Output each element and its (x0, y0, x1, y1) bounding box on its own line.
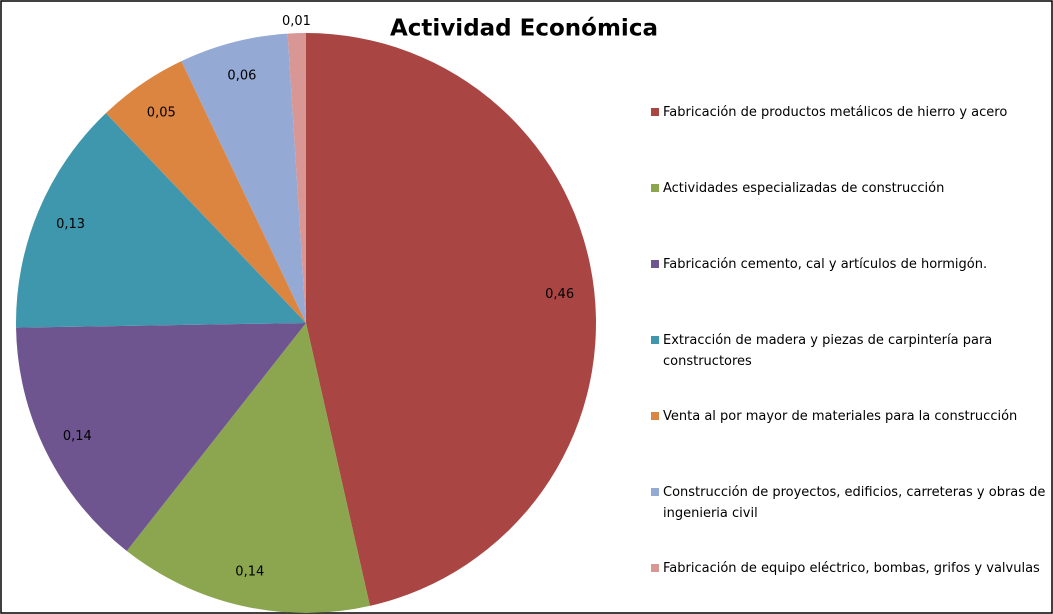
data-label: 0,06 (227, 68, 256, 83)
legend-swatch (651, 412, 659, 420)
pie-slice (16, 113, 306, 328)
pie-slice (287, 33, 306, 323)
legend-swatch (651, 336, 659, 344)
legend-label: Construcción de proyectos, edificios, ca… (663, 485, 1046, 521)
legend-label: Fabricación cemento, cal y artículos de … (663, 257, 988, 272)
data-label: 0,13 (56, 217, 85, 232)
legend-label: Extracción de madera y piezas de carpint… (663, 333, 993, 369)
legend-swatch (651, 108, 659, 116)
legend-swatch (651, 564, 659, 572)
legend-entry: Fabricación cemento, cal y artículos de … (651, 254, 1053, 275)
legend-entry: Construcción de proyectos, edificios, ca… (651, 482, 1053, 524)
legend-entry: Extracción de madera y piezas de carpint… (651, 330, 1053, 372)
pie-slice (16, 323, 307, 551)
legend-entry: Fabricación de equipo eléctrico, bombas,… (651, 558, 1053, 579)
legend-swatch (651, 184, 659, 192)
legend-entry: Actividades especializadas de construcci… (651, 178, 1053, 199)
data-label: 0,14 (235, 564, 264, 579)
legend-entry: Venta al por mayor de materiales para la… (651, 406, 1053, 427)
pie-slice (126, 323, 370, 613)
legend-entry: Fabricación de productos metálicos de hi… (651, 102, 1053, 123)
legend-label: Fabricación de productos metálicos de hi… (663, 105, 1008, 120)
legend-label: Fabricación de equipo eléctrico, bombas,… (663, 561, 1040, 576)
pie-slice (181, 33, 306, 323)
legend-label: Venta al por mayor de materiales para la… (663, 409, 1018, 424)
pie-slice (105, 61, 306, 323)
data-label: 0,46 (545, 287, 574, 302)
pie-slice (306, 33, 596, 606)
legend-swatch (651, 488, 659, 496)
data-label: 0,14 (63, 429, 92, 444)
legend-label: Actividades especializadas de construcci… (663, 181, 945, 196)
legend-swatch (651, 260, 659, 268)
chart-title: Actividad Económica (390, 16, 658, 42)
data-label: 0,05 (147, 105, 176, 120)
data-label: 0,01 (282, 14, 311, 29)
